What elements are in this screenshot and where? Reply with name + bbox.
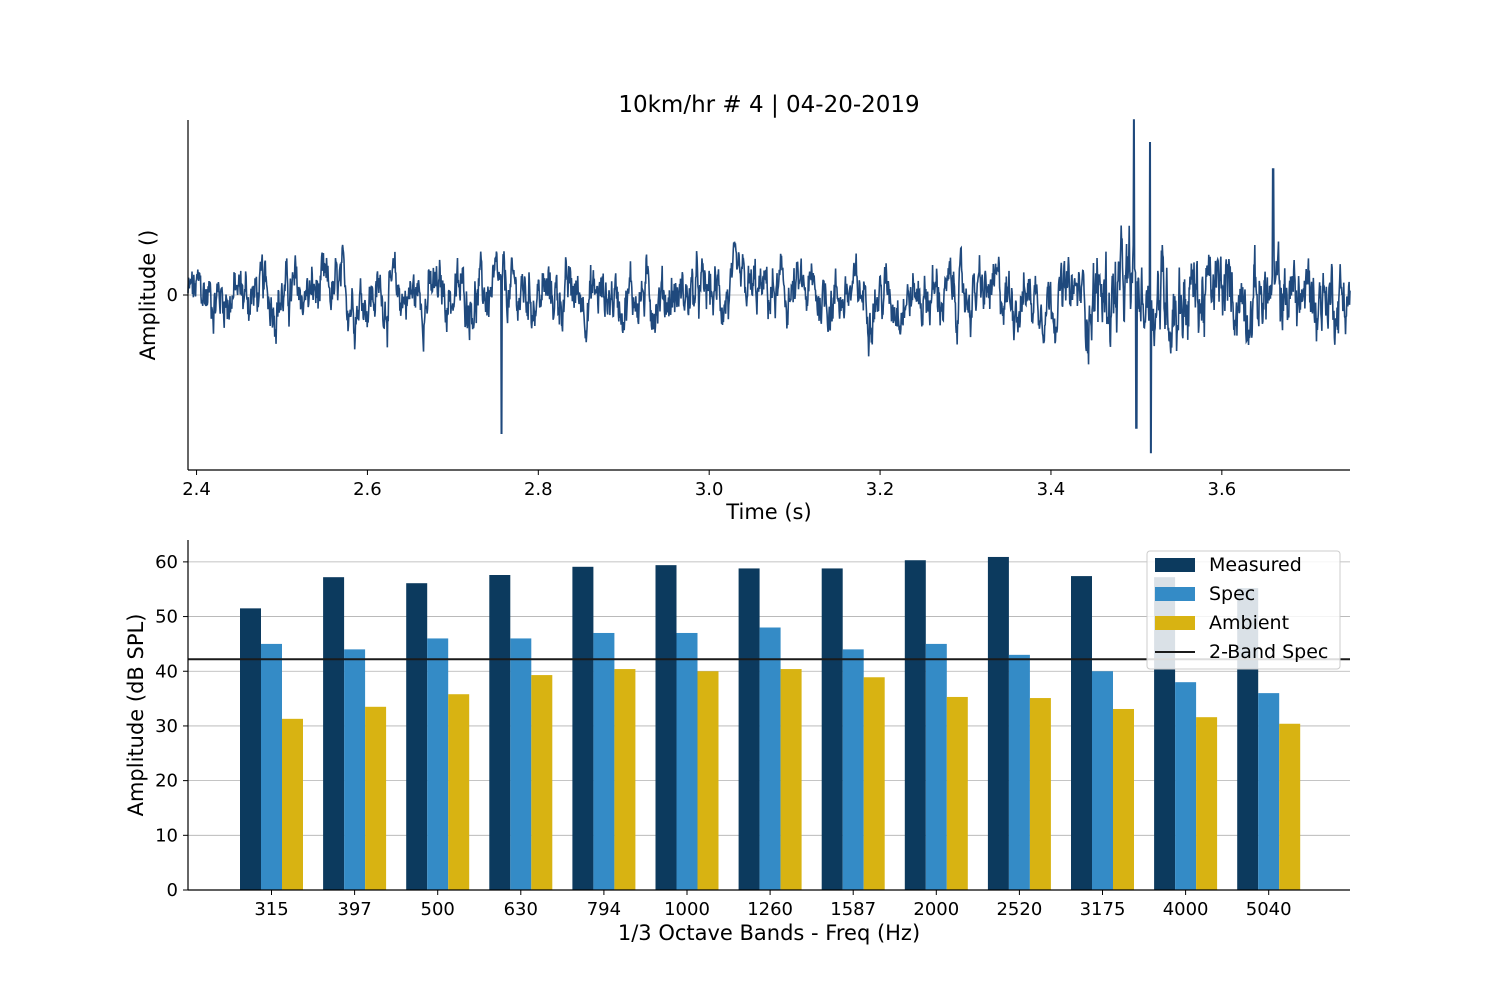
legend-label-ambient: Ambient — [1209, 612, 1289, 634]
bar-spec-315 — [261, 643, 282, 890]
legend-label-measured: Measured — [1209, 554, 1302, 576]
bar-ambient-5040 — [1279, 723, 1301, 890]
bar-ambient-397 — [365, 706, 387, 890]
bar-spec-1587 — [842, 649, 864, 890]
x-tick-label: 2520 — [996, 899, 1042, 920]
bar-ambient-500 — [448, 694, 470, 890]
top-x-ticks: 2.4 2.6 2.8 3.0 3.2 3.4 3.6 — [182, 470, 1236, 500]
legend-label-spec: Spec — [1209, 583, 1255, 605]
bar-measured-1260 — [738, 568, 760, 890]
bar-spec-500 — [427, 638, 449, 890]
x-tick-label: 3.0 — [695, 479, 724, 500]
x-tick-label: 2.8 — [524, 479, 553, 500]
legend-swatch-spec — [1155, 587, 1195, 601]
bar-measured-315 — [240, 608, 261, 890]
bar-ambient-2000 — [946, 696, 968, 890]
bar-spec-4000 — [1175, 682, 1197, 890]
bar-spec-794 — [593, 632, 615, 890]
bar-measured-2000 — [904, 560, 926, 890]
bottom-x-ticks: 315 397 500 630 794 1000 1260 1587 2000 2520 3175 4… — [254, 890, 1292, 920]
bar-series — [240, 556, 1301, 890]
x-tick-label: 2000 — [913, 899, 959, 920]
bottom-y-axis-label: Amplitude (dB SPL) — [124, 614, 148, 817]
bottom-y-ticks: 0 10 20 30 40 50 60 — [155, 552, 188, 901]
bar-measured-500 — [406, 583, 428, 890]
x-tick-label: 2.6 — [353, 479, 382, 500]
y-tick-label: 0 — [167, 880, 178, 901]
x-tick-label: 3.2 — [866, 479, 895, 500]
x-tick-label: 315 — [254, 899, 288, 920]
x-tick-label: 794 — [587, 899, 621, 920]
bar-ambient-2520 — [1029, 698, 1051, 890]
x-tick-label: 4000 — [1163, 899, 1209, 920]
bar-spec-1000 — [676, 632, 698, 890]
signal-series — [187, 119, 1351, 454]
x-tick-label: 397 — [337, 899, 371, 920]
legend: Measured Spec Ambient 2-Band Spec — [1146, 550, 1341, 670]
bar-measured-1000 — [655, 565, 677, 890]
x-tick-label: 3.4 — [1037, 479, 1066, 500]
y-tick-label: 10 — [155, 825, 178, 846]
top-y-axis-label: Amplitude () — [136, 230, 160, 361]
time-plot: 10km/hr # 4 | 04-20-2019 2.4 2.6 2.8 3.0 3.2… — [136, 92, 1351, 524]
y-tick-label: 20 — [155, 771, 178, 792]
x-tick-label: 1587 — [830, 899, 876, 920]
bar-measured-1587 — [821, 568, 843, 890]
top-x-axis-label: Time (s) — [725, 500, 811, 524]
x-tick-label: 630 — [504, 899, 538, 920]
x-tick-label: 1000 — [664, 899, 710, 920]
bar-spec-3175 — [1092, 671, 1113, 890]
x-tick-label: 5040 — [1246, 899, 1292, 920]
bar-spec-2520 — [1008, 654, 1030, 890]
bar-spec-630 — [510, 638, 532, 890]
bar-ambient-1587 — [863, 677, 885, 890]
bar-ambient-794 — [614, 669, 636, 890]
signal-line — [187, 119, 1351, 454]
bar-measured-2520 — [987, 556, 1009, 890]
bar-ambient-4000 — [1196, 717, 1218, 890]
bar-measured-630 — [489, 575, 511, 890]
x-tick-label: 1260 — [747, 899, 793, 920]
y-tick-label: 50 — [155, 607, 178, 628]
bar-ambient-1260 — [780, 669, 802, 890]
x-tick-label: 3175 — [1080, 899, 1126, 920]
legend-swatch-ambient — [1155, 616, 1195, 630]
x-tick-label: 3.6 — [1208, 479, 1237, 500]
bottom-x-axis-label: 1/3 Octave Bands - Freq (Hz) — [618, 921, 920, 945]
y-tick-label: 40 — [155, 661, 178, 682]
y-tick-label: 60 — [155, 552, 178, 573]
y-tick-label: 0 — [167, 285, 178, 306]
bar-spec-5040 — [1258, 693, 1280, 890]
legend-swatch-measured — [1155, 558, 1195, 572]
bar-measured-3175 — [1071, 576, 1092, 890]
bar-ambient-630 — [531, 675, 553, 890]
octave-band-chart: 315 397 500 630 794 1000 1260 1587 2000 2520 3175 4… — [124, 540, 1350, 945]
bar-spec-2000 — [925, 643, 947, 890]
bar-spec-1260 — [759, 627, 781, 890]
y-tick-label: 30 — [155, 716, 178, 737]
bar-ambient-315 — [282, 718, 303, 890]
legend-box — [1146, 550, 1341, 670]
chart-title: 10km/hr # 4 | 04-20-2019 — [618, 92, 919, 118]
bar-spec-397 — [344, 649, 366, 890]
bar-ambient-3175 — [1113, 708, 1134, 890]
top-y-ticks: 0 — [167, 285, 188, 306]
legend-label-two-band-spec: 2-Band Spec — [1209, 641, 1328, 663]
bar-measured-397 — [323, 577, 345, 890]
bar-ambient-1000 — [697, 671, 719, 890]
x-tick-label: 2.4 — [182, 479, 211, 500]
x-tick-label: 500 — [421, 899, 455, 920]
bar-measured-794 — [572, 566, 594, 890]
